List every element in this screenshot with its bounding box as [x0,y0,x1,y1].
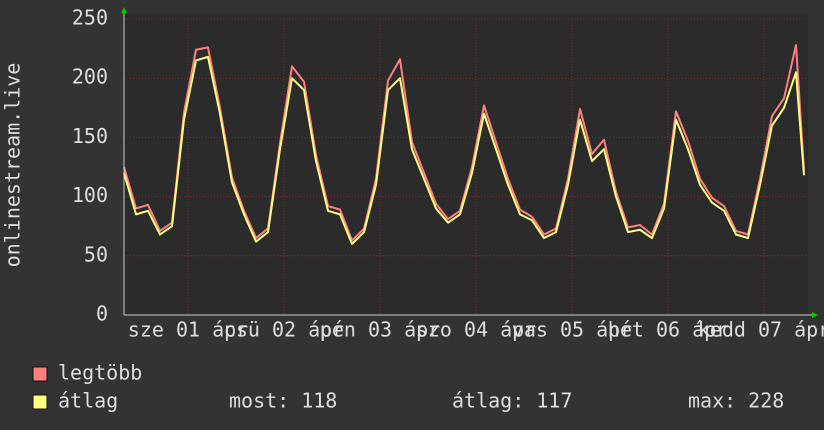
stat-value: 118 [301,389,337,413]
legend-label: átlag [58,389,118,413]
y-axis-arrow [121,7,127,13]
x-tick-label: pén 03 ápr [320,318,440,342]
x-tick-label: kedd 07 ápr [698,318,824,342]
x-tick-label: sze 01 ápr [128,318,248,342]
series-line [123,55,805,245]
series-line [123,44,805,242]
x-tick-label: szo 04 ápr [416,318,536,342]
x-tick-label: csü 02 ápr [224,318,344,342]
lines [123,44,805,245]
stat-value: 117 [536,389,572,413]
y-tick-label: 150 [72,124,108,148]
y-tick-label: 50 [84,242,108,266]
stat-label: max: [688,389,736,413]
x-tick-label: hét 06 ápr [608,318,728,342]
plot-area [124,14,808,315]
y-tick-label: 0 [96,302,108,326]
stat-label: most: [229,389,289,413]
x-tick-label: vas 05 ápr [512,318,632,342]
legend-swatch [32,394,48,410]
y-tick-label: 200 [72,65,108,89]
y-tick-label: 100 [72,183,108,207]
stat-label: átlag: [452,389,524,413]
stat-value: 228 [748,389,784,413]
x-axis-arrow [812,312,818,318]
legend-label: legtöbb [58,361,142,385]
y-axis-label: onlinestream.live [1,63,25,268]
y-tick-label: 250 [72,6,108,30]
legend: legtöbb átlag most: 118 átlag: 117 max: 228 [32,361,784,413]
legend-swatch [32,366,48,382]
